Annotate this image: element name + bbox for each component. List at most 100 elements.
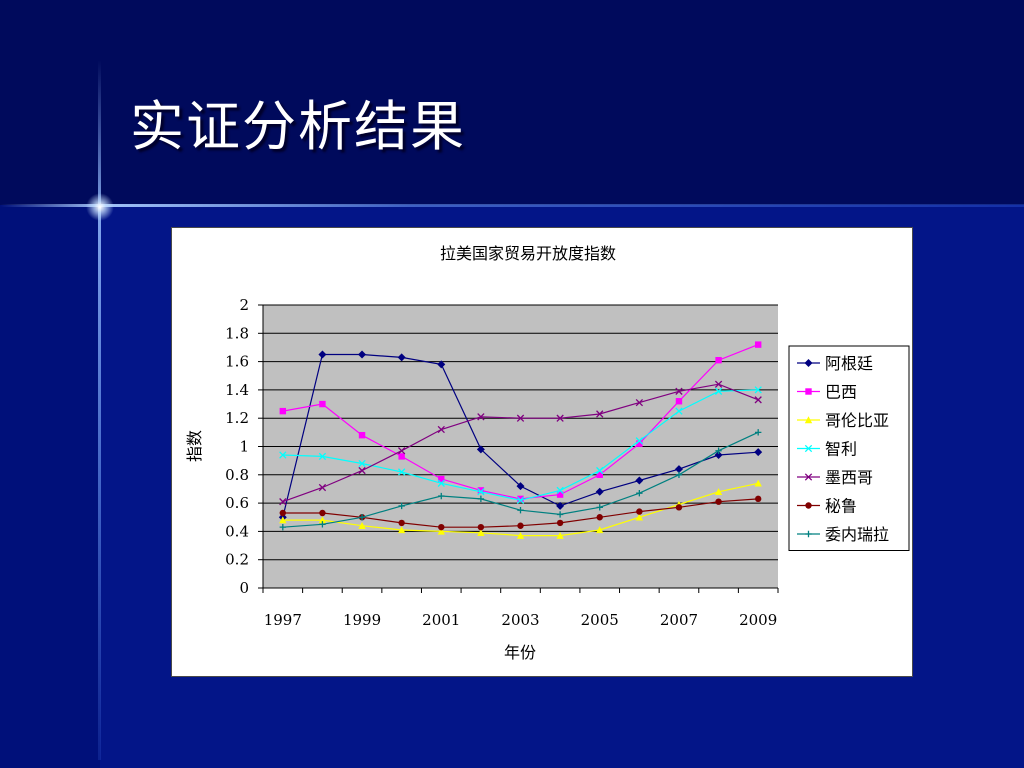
- data-point: [714, 488, 723, 495]
- light-flare-icon: [86, 193, 114, 221]
- data-point: [358, 466, 366, 475]
- data-point: [714, 380, 723, 388]
- data-point: [516, 414, 525, 422]
- legend-label: 墨西哥: [825, 468, 873, 487]
- data-point: [358, 459, 366, 468]
- x-tick-label: 2001: [422, 611, 460, 629]
- data-point: [477, 488, 485, 496]
- data-point: [754, 341, 762, 348]
- data-point: [358, 522, 366, 529]
- legend-item: 委内瑞拉: [797, 525, 889, 544]
- legend-marker: [804, 416, 813, 424]
- legend-item: 墨西哥: [797, 468, 873, 487]
- data-point: [675, 398, 683, 405]
- data-point: [437, 527, 445, 535]
- data-point: [754, 495, 762, 503]
- data-point: [517, 495, 524, 503]
- legend-marker: [804, 473, 813, 481]
- data-point: [596, 410, 604, 418]
- data-point: [437, 425, 445, 434]
- data-point: [556, 519, 564, 527]
- data-point: [636, 508, 643, 515]
- data-point: [318, 483, 327, 492]
- data-point: [596, 526, 604, 534]
- data-point: [438, 475, 445, 483]
- legend-item: 智利: [797, 440, 857, 459]
- data-point: [477, 495, 485, 503]
- data-point: [319, 509, 326, 517]
- y-tick-label: 2: [239, 296, 249, 314]
- data-point: [596, 504, 603, 511]
- data-point: [675, 407, 683, 415]
- data-point: [516, 496, 525, 504]
- y-tick-label: 1.2: [225, 409, 249, 427]
- data-point: [319, 400, 326, 408]
- x-axis-label: 年份: [504, 643, 536, 662]
- data-point: [318, 350, 327, 359]
- legend-item: 秘鲁: [797, 497, 857, 516]
- data-point: [516, 531, 525, 539]
- x-tick-label: 1997: [264, 611, 302, 629]
- data-point: [397, 353, 406, 362]
- y-tick-label: 1.4: [225, 381, 249, 399]
- data-point: [715, 498, 722, 505]
- data-point: [438, 523, 445, 531]
- plot-area: 0 0.2 0.4 0.6 0.8 1 1.2 1.4 1.6 1.8 2 1997 1999 2001 2…: [225, 296, 779, 629]
- chart-svg: 拉美国家贸易开放度指数 指数 年份 0 0.2 0.4 0.6 0.8 1 1.2 1.4 1.…: [185, 244, 910, 662]
- data-point: [279, 451, 287, 459]
- legend-marker: [805, 502, 812, 509]
- data-point: [279, 516, 287, 524]
- data-point: [279, 523, 287, 531]
- data-point: [477, 487, 485, 494]
- data-point: [675, 471, 683, 478]
- y-axis-label: 指数: [185, 430, 204, 462]
- data-point: [635, 437, 644, 445]
- series-1: [278, 350, 763, 522]
- series-6: [279, 495, 762, 531]
- legend-marker: [805, 530, 812, 538]
- data-point: [279, 509, 287, 517]
- chart-container: 拉美国家贸易开放度指数 指数 年份 0 0.2 0.4 0.6 0.8 1 1.2 1.4 1.…: [171, 227, 913, 677]
- data-point: [397, 447, 406, 455]
- x-tick-label: 1999: [343, 611, 381, 629]
- data-point: [358, 350, 367, 359]
- y-tick-label: 0.6: [225, 494, 249, 512]
- data-point: [318, 516, 327, 524]
- data-point: [636, 489, 643, 497]
- data-point: [675, 387, 683, 395]
- data-point: [715, 447, 722, 454]
- y-tick-label: 1: [239, 438, 249, 456]
- legend-label: 阿根廷: [825, 354, 873, 373]
- x-tick-label: 2009: [739, 611, 777, 629]
- data-point: [596, 466, 604, 475]
- data-point: [319, 521, 326, 528]
- data-point: [398, 453, 405, 460]
- data-point: [635, 476, 644, 485]
- data-point: [556, 511, 564, 518]
- data-point: [437, 479, 445, 487]
- y-tick-label: 0.2: [225, 551, 249, 569]
- data-point: [674, 465, 683, 474]
- x-tick-label: 2005: [581, 611, 619, 629]
- y-tick-label: 0.8: [225, 466, 249, 484]
- data-point: [358, 431, 366, 439]
- data-point: [715, 356, 722, 364]
- y-tick-label: 0.4: [225, 522, 249, 540]
- legend-label: 巴西: [825, 383, 857, 402]
- legend-item: 巴西: [797, 383, 857, 402]
- horizontal-light-line: [0, 204, 1024, 207]
- legend-item: 哥伦比亚: [797, 411, 889, 430]
- data-point: [595, 487, 604, 496]
- legend-item: 阿根廷: [797, 354, 873, 373]
- data-point: [596, 471, 603, 478]
- data-point: [318, 452, 327, 461]
- data-point: [398, 519, 405, 527]
- y-tick-label: 1.6: [225, 353, 249, 371]
- y-tick-label: 1.8: [225, 324, 249, 342]
- data-point: [754, 429, 762, 436]
- data-point: [636, 440, 643, 447]
- data-point: [438, 492, 445, 500]
- data-point: [516, 482, 525, 491]
- data-point: [279, 498, 287, 506]
- data-point: [714, 450, 723, 459]
